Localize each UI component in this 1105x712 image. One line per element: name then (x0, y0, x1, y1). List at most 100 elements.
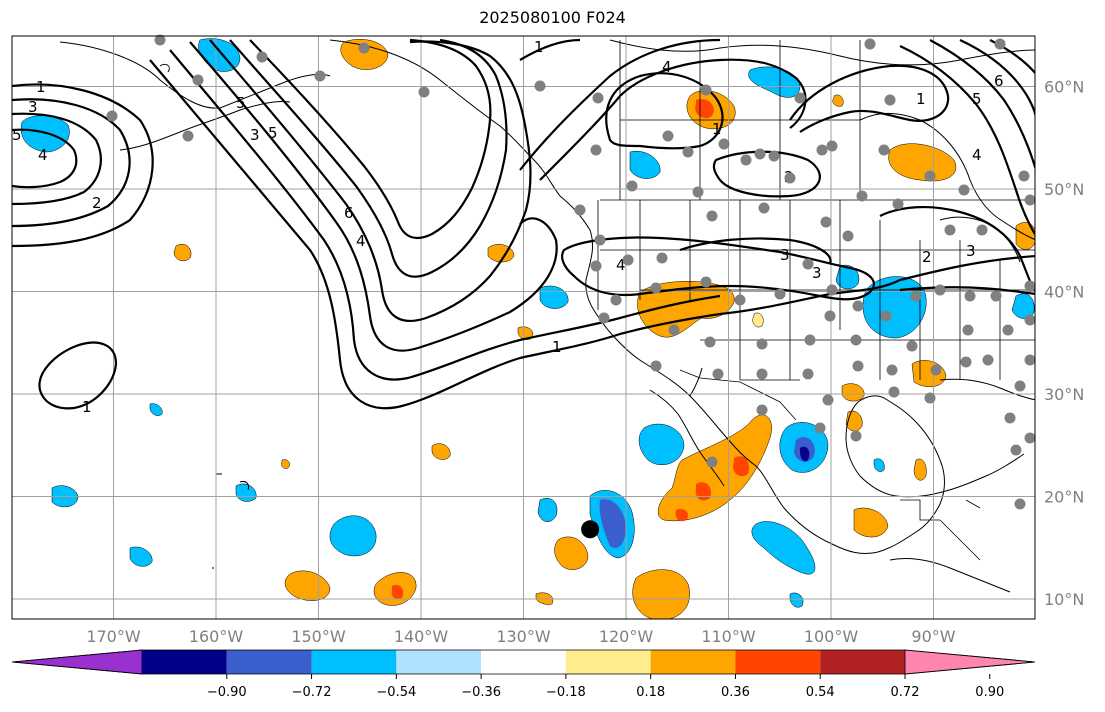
colorbar-tick-label: −0.90 (207, 685, 247, 700)
colorbar-tick-label: −0.72 (292, 685, 332, 700)
contour-label: 6 (994, 72, 1004, 90)
colorbar-tick-label: −0.36 (461, 685, 501, 700)
station-dot (700, 276, 712, 288)
contour-label: 1 (552, 338, 562, 356)
colorbar-swatch (481, 650, 566, 674)
longitude-labels: 170°W 160°W 150°W 140°W 130°W 120°W 110°W 100°W… (86, 627, 955, 646)
longitude-label: 170°W (86, 627, 141, 646)
station-dot (826, 140, 838, 152)
station-dot (864, 38, 876, 50)
station-dot (534, 80, 546, 92)
station-dot (182, 130, 194, 142)
station-dot (192, 74, 204, 86)
colorbar-extend-min (11, 649, 143, 675)
station-dot (804, 334, 816, 346)
colorbar-tick-label: 0.72 (891, 685, 920, 700)
latitude-label: 20°N (1044, 488, 1084, 507)
longitude-label: 150°W (291, 627, 346, 646)
station-dot (704, 336, 716, 348)
station-dot (682, 146, 694, 158)
political-borders (597, 40, 1035, 561)
longitude-label: 160°W (189, 627, 244, 646)
station-dot (852, 300, 864, 312)
station-dot (774, 288, 786, 300)
station-dot (590, 260, 602, 272)
station-dot (842, 230, 854, 242)
station-dot (878, 144, 890, 156)
colorbar-tick-label: 0.90 (975, 685, 1004, 700)
contour-label: 3 (28, 98, 38, 116)
contour-label: 4 (38, 146, 48, 164)
station-dot (756, 404, 768, 416)
colorbar-swatch (820, 650, 905, 674)
contour-label: 6 (344, 204, 354, 222)
station-dot (768, 150, 780, 162)
contour-label: 2 (92, 194, 102, 212)
colorbar-swatch (311, 650, 397, 674)
colorbar-tick-label: 0.36 (721, 685, 750, 700)
station-dot (622, 254, 634, 266)
colorbar-swatch (565, 650, 651, 674)
station-dot (924, 170, 936, 182)
map-frame (11, 35, 1036, 620)
station-dot (906, 340, 918, 352)
station-dot (1024, 194, 1036, 206)
colorbar-extend-max (904, 649, 1036, 675)
station-dot (886, 364, 898, 376)
station-dot (960, 356, 972, 368)
station-dot (982, 354, 994, 366)
latitude-label: 40°N (1044, 283, 1084, 302)
station-dot (734, 294, 746, 306)
station-dot (626, 180, 638, 192)
colorbar: −0.90 −0.72 −0.54 −0.36 −0.18 0.18 0.36 0.54 0.7… (11, 649, 1036, 700)
contour-label: 1 (712, 120, 722, 138)
station-dot (758, 202, 770, 214)
station-dot (802, 368, 814, 380)
station-dot (888, 386, 900, 398)
contour-label: 5 (236, 94, 246, 112)
station-dot (910, 290, 922, 302)
station-dot (1024, 314, 1036, 326)
station-dot (976, 224, 988, 236)
colorbar-tick-label: 0.54 (806, 685, 835, 700)
graticule (12, 36, 1035, 619)
station-dot (1024, 280, 1036, 292)
latitude-label: 10°N (1044, 590, 1084, 609)
latitude-label: 30°N (1044, 385, 1084, 404)
station-dot (1002, 324, 1014, 336)
station-dot (1024, 432, 1036, 444)
station-dot (656, 252, 668, 264)
colorbar-outline (11, 649, 1036, 675)
station-dot (754, 148, 766, 160)
station-dot (598, 312, 610, 324)
station-dot (990, 290, 1002, 302)
station-dot (880, 310, 892, 322)
station-dot (934, 284, 946, 296)
contour-label: 1 (916, 90, 926, 108)
contour-label: 3 (250, 126, 260, 144)
contour-label: 1 (36, 78, 46, 96)
station-dot (814, 422, 826, 434)
station-dot (816, 144, 828, 156)
station-dot (784, 172, 796, 184)
longitude-label: 140°W (394, 627, 449, 646)
contour-label: 3 (780, 246, 790, 264)
station-dot (418, 86, 430, 98)
station-dot (594, 234, 606, 246)
station-dot (1018, 170, 1030, 182)
colorbar-swatch (735, 650, 821, 674)
station-dot (256, 51, 268, 63)
station-dot (740, 154, 752, 166)
station-dot (1010, 444, 1022, 456)
station-dot (692, 186, 704, 198)
contour-label: 3 (812, 264, 822, 282)
station-dot (756, 338, 768, 350)
colorbar-swatch (226, 650, 312, 674)
station-dot (958, 184, 970, 196)
station-dot (358, 42, 370, 54)
station-dot (964, 290, 976, 302)
station-dot (1004, 412, 1016, 424)
station-dot (1014, 380, 1026, 392)
contour-labels: 1 3 5 4 2 1 5 3 5 6 4 1 1 4 4 1 2 3 3 1 … (12, 38, 1004, 416)
contour-label: 1 (82, 398, 92, 416)
